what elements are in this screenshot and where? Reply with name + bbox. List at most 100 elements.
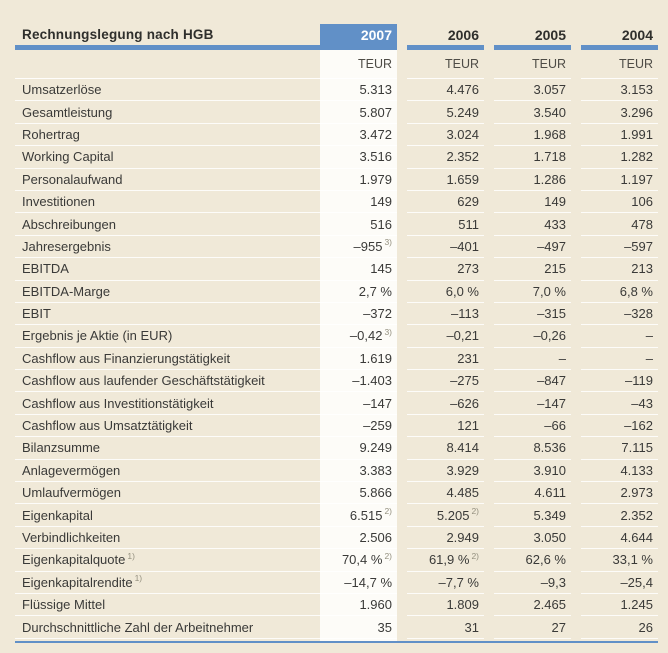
value-2004: – <box>581 325 658 348</box>
value-2006: 231 <box>407 348 484 371</box>
value-text: 5.205 <box>436 507 470 523</box>
unit-label-2007: TEUR <box>320 50 397 79</box>
value-2005: 433 <box>494 213 571 236</box>
value-text: –497 <box>537 238 566 254</box>
value-text: –401 <box>450 238 479 254</box>
row-label-text: Durchschnittliche Zahl der Arbeitnehmer <box>22 619 254 635</box>
table-header-row: Rechnungslegung nach HGB 2007 2006 2005 … <box>15 24 658 50</box>
value-2004: 1.282 <box>581 146 658 169</box>
value-2005: 62,6 % <box>494 549 571 572</box>
year-header-2006: 2006 <box>407 24 484 50</box>
value-2007: –147 <box>320 392 397 415</box>
year-header-2007: 2007 <box>320 24 397 50</box>
value-text: 4.476 <box>446 82 479 98</box>
value-2005: 3.057 <box>494 79 571 102</box>
value-text: 629 <box>457 194 479 210</box>
value-2007: 3.516 <box>320 146 397 169</box>
value-2007: 1.619 <box>320 348 397 371</box>
value-2007: –955 3) <box>320 236 397 259</box>
value-text: 5.313 <box>359 82 392 98</box>
value-2004: 3.153 <box>581 79 658 102</box>
value-text: –147 <box>537 395 566 411</box>
value-text: 1.245 <box>620 597 653 613</box>
value-2006: –0,21 <box>407 325 484 348</box>
value-2005: 215 <box>494 258 571 281</box>
row-label-text: Investitionen <box>22 194 95 210</box>
value-text: 70,4 % <box>341 552 383 568</box>
value-2007: 70,4 % 2) <box>320 549 397 572</box>
value-2004: 1.197 <box>581 169 658 191</box>
value-text: 478 <box>631 216 653 232</box>
value-2007: 145 <box>320 258 397 281</box>
row-label: Ergebnis je Aktie (in EUR) <box>15 325 320 348</box>
value-text: 1.619 <box>359 350 392 366</box>
value-text: 3.516 <box>359 149 392 165</box>
value-2006: 5.249 <box>407 101 484 124</box>
value-2006: –275 <box>407 370 484 393</box>
table-bottom-rule <box>15 640 658 643</box>
footnote-marker: 1) <box>127 550 135 561</box>
value-2005: 8.536 <box>494 437 571 460</box>
unit-label-2006: TEUR <box>407 50 484 79</box>
value-2005: –147 <box>494 392 571 415</box>
value-2005: –497 <box>494 236 571 259</box>
value-text: 1.718 <box>533 149 566 165</box>
value-text: 3.540 <box>533 104 566 120</box>
value-2007: 2.506 <box>320 527 397 550</box>
value-2006: 3.929 <box>407 460 484 483</box>
value-text: –275 <box>450 373 479 389</box>
value-text: 2.949 <box>446 530 479 545</box>
value-2007: 516 <box>320 213 397 236</box>
row-label: Eigenkapital <box>15 504 320 527</box>
year-header-2005: 2005 <box>494 24 571 50</box>
value-text: 2.352 <box>446 149 479 165</box>
row-label: Cashflow aus Finanzierungstätigkeit <box>15 348 320 371</box>
value-2006: 511 <box>407 213 484 236</box>
value-text: –9,3 <box>540 574 566 590</box>
value-text: –626 <box>450 395 479 411</box>
row-label-text: Personalaufwand <box>22 171 123 187</box>
value-text: 61,9 % <box>428 552 470 568</box>
value-2006: 4.485 <box>407 482 484 505</box>
value-2004: 106 <box>581 191 658 214</box>
value-2004: 2.352 <box>581 504 658 527</box>
value-text: 3.296 <box>620 104 653 120</box>
value-text: –372 <box>363 306 392 322</box>
value-2005: –66 <box>494 415 571 438</box>
value-text: 2.352 <box>620 507 653 523</box>
value-2004: 213 <box>581 258 658 281</box>
value-text: 33,1 % <box>612 552 653 568</box>
value-text: 149 <box>370 194 392 210</box>
value-2004: 2.973 <box>581 482 658 505</box>
row-label-text: Flüssige Mittel <box>22 597 106 613</box>
table-row: Anlagevermögen 3.383 3.929 3.910 4.133 <box>15 460 658 483</box>
value-text: 1.659 <box>446 171 479 187</box>
value-text: –147 <box>363 395 392 411</box>
value-text: –328 <box>624 306 653 322</box>
value-2007: –1.403 <box>320 370 397 393</box>
row-label-text: Cashflow aus Umsatztätigkeit <box>22 418 193 434</box>
row-label: Bilanzsumme <box>15 437 320 460</box>
value-text: 1.286 <box>533 171 566 187</box>
value-2004: 7.115 <box>581 437 658 460</box>
value-2007: 5.313 <box>320 79 397 102</box>
row-label-text: EBITDA <box>22 261 69 277</box>
value-text: – <box>645 328 653 344</box>
value-2007: 3.472 <box>320 124 397 147</box>
value-text: 3.050 <box>533 530 566 545</box>
value-text: –119 <box>625 373 653 389</box>
value-2004: 4.133 <box>581 460 658 483</box>
value-text: 5.807 <box>359 104 392 120</box>
table-row: Investitionen 149 629 149 106 <box>15 191 658 214</box>
highlight-column-band-2007 <box>320 50 397 643</box>
value-2006: 1.659 <box>407 169 484 191</box>
value-text: –597 <box>624 238 653 254</box>
unit-row: TEUR TEUR TEUR TEUR <box>15 50 658 79</box>
row-label: Eigenkapitalrendite 1) <box>15 572 320 594</box>
value-text: –43 <box>631 395 653 411</box>
value-text: 7.115 <box>621 440 653 456</box>
value-2005: 3.910 <box>494 460 571 483</box>
footnote-marker: 3) <box>384 326 392 337</box>
value-2005: –9,3 <box>494 572 571 594</box>
value-text: 8.536 <box>533 440 566 456</box>
